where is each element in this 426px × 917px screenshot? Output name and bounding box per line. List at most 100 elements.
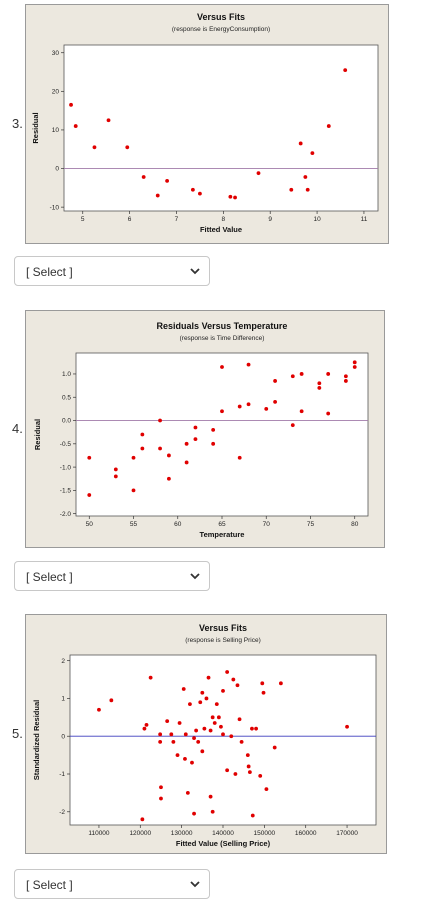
data-point: [299, 372, 304, 376]
data-point: [352, 365, 357, 369]
data-point: [343, 379, 348, 383]
chart-frame-3: Versus Fits (response is EnergyConsumptio…: [25, 4, 389, 244]
data-point: [246, 362, 251, 367]
data-point: [109, 698, 114, 703]
data-point: [155, 193, 160, 198]
data-point: [140, 817, 145, 822]
data-point: [184, 441, 189, 446]
data-point: [73, 124, 78, 128]
answer-select-3[interactable]: [ Select ]: [14, 256, 210, 286]
data-point: [343, 68, 348, 72]
data-point: [198, 191, 202, 196]
y-tick-label: 20: [52, 89, 60, 96]
data-point: [165, 719, 170, 724]
y-tick-label: -2: [59, 809, 65, 816]
x-tick-label: 120000: [129, 830, 151, 837]
x-tick-label: 170000: [336, 830, 358, 837]
answer-select-4[interactable]: [ Select ]: [14, 561, 210, 591]
data-point: [194, 728, 199, 733]
data-point: [200, 690, 205, 695]
data-point: [290, 423, 295, 428]
data-point: [352, 360, 357, 365]
question-number-5: 5.: [12, 726, 23, 741]
data-point: [106, 118, 111, 123]
data-point: [165, 178, 170, 183]
data-point: [158, 446, 162, 451]
y-tick-label: 0: [61, 733, 65, 740]
chart-frame-5: Versus Fits (response is Selling Price) 11…: [25, 614, 387, 854]
data-point: [183, 756, 187, 761]
data-point: [113, 474, 118, 479]
data-point: [220, 365, 224, 369]
data-point: [237, 404, 242, 409]
y-axis-label: Residual: [33, 419, 42, 450]
data-point: [141, 175, 146, 179]
chevron-down-icon: [190, 881, 200, 888]
x-axis-label: Fitted Value (Selling Price): [176, 839, 271, 848]
data-point: [216, 715, 221, 720]
x-tick-label: 55: [130, 521, 138, 528]
data-point: [193, 425, 198, 430]
y-tick-label: 0: [55, 166, 59, 173]
chevron-down-icon: [190, 268, 200, 275]
data-point: [231, 677, 236, 682]
data-point: [188, 702, 192, 707]
data-point: [258, 773, 263, 778]
data-point: [299, 409, 304, 414]
data-point: [326, 411, 331, 416]
data-point: [192, 811, 196, 816]
x-tick-label: 50: [86, 521, 94, 528]
y-axis-label: Standardized Residual: [32, 700, 41, 780]
data-point: [219, 724, 223, 729]
chart-subtitle: (response is Selling Price): [185, 637, 261, 644]
data-point: [298, 141, 303, 146]
y-tick-label: 2: [61, 658, 65, 665]
select-label: [ Select ]: [26, 570, 73, 584]
data-point: [69, 102, 73, 107]
y-tick-label: -1.5: [60, 488, 72, 495]
data-point: [264, 406, 269, 411]
question-number-3: 3.: [12, 116, 23, 131]
plot-area: [63, 44, 379, 212]
x-tick-label: 80: [351, 521, 359, 528]
y-tick-label: 0.5: [62, 394, 71, 401]
data-point: [193, 437, 198, 442]
data-point: [158, 732, 163, 737]
data-point: [206, 675, 211, 680]
x-tick-label: 150000: [253, 830, 275, 837]
x-tick-label: 160000: [295, 830, 317, 837]
data-point: [264, 787, 269, 792]
data-point: [211, 427, 216, 432]
data-point: [229, 734, 234, 739]
y-tick-label: -2.0: [60, 511, 72, 518]
data-point: [246, 402, 251, 407]
x-tick-label: 130000: [171, 830, 193, 837]
data-point: [208, 728, 213, 733]
x-axis-label: Fitted Value: [200, 225, 242, 234]
answer-select-5[interactable]: [ Select ]: [14, 869, 210, 899]
data-point: [326, 124, 331, 128]
data-point: [183, 732, 188, 737]
x-tick-label: 70: [263, 521, 271, 528]
data-point: [190, 187, 195, 192]
data-point: [237, 717, 242, 722]
data-point: [343, 374, 348, 379]
y-tick-label: -1: [59, 771, 65, 778]
data-point: [171, 739, 176, 744]
y-tick-label: 10: [52, 127, 60, 134]
chart-title: Versus Fits: [197, 12, 245, 22]
versus-fits-energy-chart: Versus Fits (response is EnergyConsumptio…: [31, 12, 379, 234]
y-tick-label: -10: [50, 204, 60, 211]
residuals-vs-temperature-chart: Residuals Versus Temperature (response is…: [33, 321, 369, 539]
data-point: [303, 175, 308, 179]
data-point: [113, 467, 118, 472]
y-tick-label: 30: [52, 50, 60, 57]
data-point: [140, 432, 145, 437]
data-point: [177, 721, 182, 725]
data-point: [144, 722, 149, 727]
data-point: [317, 386, 322, 390]
data-point: [159, 785, 163, 790]
data-point: [235, 683, 240, 688]
data-point: [246, 764, 251, 769]
data-point: [92, 145, 97, 150]
